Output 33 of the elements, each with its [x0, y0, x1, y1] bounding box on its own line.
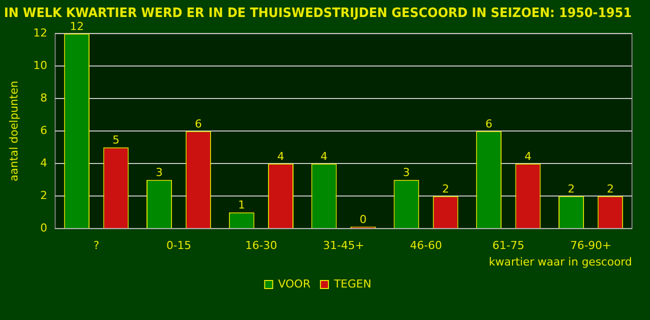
- data-label: 3: [156, 166, 163, 180]
- data-label: 2: [606, 182, 614, 196]
- y-axis-title: aantal doelpunten: [7, 80, 20, 182]
- data-label: 6: [194, 117, 202, 130]
- x-tick-label: 0-15: [166, 239, 192, 252]
- chart-title: IN WELK KWARTIER WERD ER IN DE THUISWEDSTRIJDEN GESCOORD IN SEIZOEN: 1950-1951: [4, 4, 632, 20]
- data-label: 4: [277, 150, 284, 163]
- y-tick-label: 0: [40, 221, 48, 234]
- y-tick-label: 4: [40, 156, 48, 170]
- y-tick-label: 2: [40, 188, 48, 202]
- data-label: 4: [524, 150, 532, 163]
- y-tick-label: 6: [40, 124, 48, 137]
- x-tick-label: 31-45+: [323, 239, 364, 252]
- x-axis-title: kwartier waar in gescoord: [488, 255, 632, 268]
- data-label: 2: [442, 182, 450, 196]
- x-tick-label: 76-90+: [570, 239, 612, 252]
- x-tick-label: ?: [93, 239, 100, 252]
- x-tick-label: 46-60: [410, 239, 442, 252]
- legend-label: VOOR: [278, 277, 311, 290]
- data-label: 1: [238, 198, 246, 212]
- data-label: 4: [320, 150, 328, 163]
- x-tick-label: 16-30: [245, 239, 278, 252]
- data-label: 12: [70, 20, 84, 33]
- data-label: 0: [360, 212, 367, 226]
- data-label: 2: [568, 182, 575, 196]
- y-tick-label: 8: [40, 91, 48, 104]
- data-label: 3: [402, 166, 410, 180]
- legend-label: TEGEN: [332, 277, 372, 290]
- y-tick-label: 10: [33, 58, 48, 72]
- x-tick-label: 61-75: [492, 239, 524, 252]
- y-tick-label: 12: [33, 26, 48, 40]
- data-label: 5: [112, 134, 120, 147]
- data-label: 6: [485, 117, 492, 130]
